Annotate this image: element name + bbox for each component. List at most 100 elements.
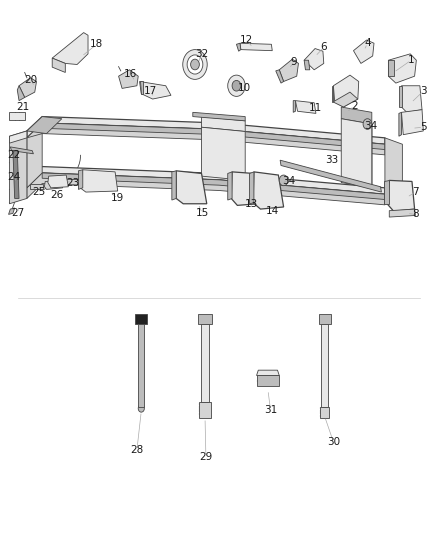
- Polygon shape: [201, 127, 245, 180]
- Polygon shape: [250, 172, 254, 204]
- Polygon shape: [276, 70, 284, 83]
- Polygon shape: [402, 110, 424, 135]
- Text: 18: 18: [90, 39, 103, 49]
- Polygon shape: [13, 151, 19, 198]
- Text: 4: 4: [364, 38, 371, 48]
- Polygon shape: [42, 173, 385, 199]
- Polygon shape: [27, 123, 385, 155]
- Text: 19: 19: [111, 193, 124, 204]
- Text: 26: 26: [50, 190, 63, 200]
- Polygon shape: [172, 171, 176, 200]
- Polygon shape: [237, 43, 241, 51]
- Ellipse shape: [187, 185, 194, 193]
- Polygon shape: [257, 370, 279, 375]
- Polygon shape: [199, 402, 211, 418]
- Text: 31: 31: [264, 405, 277, 415]
- Circle shape: [228, 75, 245, 96]
- Polygon shape: [318, 314, 331, 324]
- Polygon shape: [333, 92, 358, 107]
- Polygon shape: [42, 123, 385, 150]
- Polygon shape: [193, 112, 245, 121]
- Polygon shape: [385, 138, 403, 194]
- Polygon shape: [52, 33, 88, 64]
- Text: 28: 28: [130, 445, 144, 455]
- Text: 21: 21: [16, 102, 29, 112]
- Polygon shape: [201, 324, 209, 402]
- Ellipse shape: [393, 186, 410, 206]
- Polygon shape: [350, 112, 372, 188]
- Polygon shape: [27, 117, 385, 144]
- Ellipse shape: [237, 181, 252, 198]
- Text: 15: 15: [196, 208, 209, 219]
- Polygon shape: [231, 172, 258, 205]
- Polygon shape: [80, 169, 118, 192]
- Text: 27: 27: [11, 208, 25, 219]
- Polygon shape: [19, 78, 36, 98]
- Polygon shape: [138, 324, 145, 407]
- Text: 1: 1: [408, 55, 414, 65]
- Text: 17: 17: [143, 86, 157, 96]
- Text: 2: 2: [351, 101, 358, 111]
- Text: 12: 12: [240, 35, 253, 45]
- Polygon shape: [78, 169, 83, 189]
- Ellipse shape: [241, 185, 248, 193]
- Polygon shape: [44, 181, 63, 189]
- Text: 9: 9: [291, 57, 297, 67]
- Ellipse shape: [359, 47, 370, 55]
- Text: 34: 34: [364, 121, 378, 131]
- Polygon shape: [320, 407, 329, 418]
- Polygon shape: [10, 131, 27, 204]
- Text: 33: 33: [325, 155, 338, 165]
- Text: 34: 34: [282, 176, 296, 187]
- Text: 30: 30: [327, 437, 340, 447]
- Polygon shape: [27, 173, 385, 205]
- Text: 20: 20: [25, 76, 38, 85]
- Text: 5: 5: [420, 122, 427, 132]
- Polygon shape: [399, 86, 402, 107]
- Polygon shape: [30, 183, 43, 189]
- Polygon shape: [52, 58, 65, 72]
- Polygon shape: [304, 60, 310, 70]
- Circle shape: [191, 59, 199, 70]
- Polygon shape: [27, 117, 62, 134]
- Circle shape: [279, 175, 288, 185]
- Text: 14: 14: [265, 206, 279, 216]
- Polygon shape: [333, 75, 359, 107]
- Polygon shape: [293, 101, 295, 112]
- Polygon shape: [10, 112, 25, 120]
- Text: 3: 3: [420, 86, 427, 96]
- Polygon shape: [353, 40, 374, 63]
- Circle shape: [363, 119, 372, 130]
- Polygon shape: [253, 172, 284, 209]
- Polygon shape: [389, 54, 417, 83]
- Polygon shape: [140, 82, 171, 99]
- Ellipse shape: [149, 85, 162, 95]
- Circle shape: [187, 55, 203, 74]
- Polygon shape: [399, 112, 402, 136]
- Ellipse shape: [183, 181, 198, 198]
- Text: 13: 13: [245, 199, 258, 209]
- Polygon shape: [119, 70, 138, 88]
- Text: 11: 11: [308, 103, 321, 113]
- Polygon shape: [135, 314, 148, 324]
- Polygon shape: [295, 101, 316, 114]
- Polygon shape: [48, 175, 68, 188]
- Polygon shape: [332, 86, 333, 102]
- Polygon shape: [279, 59, 298, 82]
- Polygon shape: [402, 86, 422, 112]
- Circle shape: [138, 405, 145, 412]
- Polygon shape: [11, 147, 33, 154]
- Text: 29: 29: [199, 452, 212, 462]
- Polygon shape: [321, 324, 328, 407]
- Polygon shape: [389, 209, 416, 217]
- Polygon shape: [27, 166, 385, 194]
- Polygon shape: [140, 82, 143, 94]
- Text: 25: 25: [32, 187, 46, 197]
- Polygon shape: [240, 43, 272, 51]
- Circle shape: [232, 80, 241, 91]
- Text: 10: 10: [238, 83, 251, 93]
- Polygon shape: [341, 107, 372, 124]
- Ellipse shape: [397, 191, 406, 201]
- Polygon shape: [387, 180, 415, 211]
- Polygon shape: [27, 134, 42, 188]
